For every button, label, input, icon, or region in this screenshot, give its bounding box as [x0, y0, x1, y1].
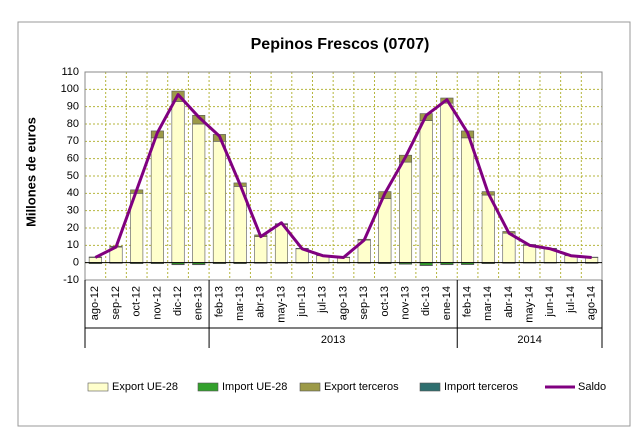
- y-tick-label: -10: [63, 274, 79, 286]
- bar-segment: [399, 161, 413, 263]
- x-tick-label: jun-13: [296, 286, 308, 318]
- y-axis-label: Millones de euros: [23, 117, 38, 227]
- bar-segment: [481, 194, 495, 263]
- y-tick-label: 100: [61, 83, 79, 95]
- x-group-label: 2013: [321, 334, 345, 346]
- line-series: [94, 93, 592, 259]
- x-tick-label: nov-12: [151, 286, 163, 320]
- x-group-label: 2014: [517, 334, 541, 346]
- chart-title: Pepinos Frescos (0707): [251, 36, 430, 53]
- legend-swatch: [197, 382, 219, 392]
- y-tick-label: 110: [61, 66, 79, 78]
- bar-segment: [378, 198, 392, 263]
- x-tick-label: oct-13: [379, 286, 391, 317]
- bar-segment: [150, 137, 164, 263]
- y-tick-label: 80: [67, 118, 79, 130]
- x-tick-label: ago-12: [89, 286, 101, 320]
- y-tick-label: 50: [67, 170, 79, 182]
- y-tick-label: 10: [67, 239, 79, 251]
- x-tick-label: dic-13: [420, 286, 432, 316]
- y-tick-label: 60: [67, 153, 79, 165]
- x-tick-label: feb-13: [213, 286, 225, 317]
- x-tick-label: ene-14: [441, 286, 453, 320]
- bar-segment: [523, 245, 537, 263]
- y-tick-label: 70: [67, 135, 79, 147]
- bar-segment: [192, 123, 206, 263]
- legend-label: Saldo: [578, 381, 606, 393]
- x-tick-label: ago-14: [586, 286, 598, 320]
- y-tick-label: 90: [67, 101, 79, 113]
- x-tick-label: mar-14: [482, 286, 494, 321]
- x-tick-label: may-14: [524, 286, 536, 323]
- x-tick-label: feb-14: [461, 286, 473, 317]
- x-tick-label: ago-13: [337, 286, 349, 320]
- y-tick-label: 40: [67, 187, 79, 199]
- legend-swatch: [87, 382, 109, 392]
- chart-frame: [17, 21, 631, 427]
- y-tick-label: 0: [73, 257, 79, 269]
- bar-segment: [461, 137, 475, 263]
- bar-segment: [419, 120, 433, 263]
- bar-segment: [212, 141, 226, 263]
- bar-segment: [88, 257, 102, 263]
- legend-swatch: [299, 382, 321, 392]
- legend-label: Export UE-28: [112, 381, 178, 393]
- bar-segment: [502, 232, 516, 263]
- bar-segment: [171, 101, 185, 263]
- legend-label: Export terceros: [324, 381, 399, 393]
- x-tick-label: sep-12: [110, 286, 122, 320]
- x-tick-label: abr-14: [503, 286, 515, 318]
- x-tick-label: oct-12: [131, 286, 143, 317]
- x-tick-label: sep-13: [358, 286, 370, 320]
- y-tick-label: 30: [67, 205, 79, 217]
- x-tick-label: jul-14: [565, 286, 577, 314]
- x-tick-label: abr-13: [255, 286, 267, 318]
- bar-segment: [440, 102, 454, 263]
- legend-label: Import UE-28: [222, 381, 287, 393]
- x-tick-label: nov-13: [399, 286, 411, 320]
- plot-border: [84, 71, 603, 281]
- x-tick-label: may-13: [275, 286, 287, 323]
- x-tick-label: dic-12: [172, 286, 184, 316]
- y-tick-label: 20: [67, 222, 79, 234]
- bar-segment: [254, 236, 268, 263]
- x-tick-label: ene-13: [193, 286, 205, 320]
- x-tick-label: jun-14: [544, 286, 556, 318]
- x-tick-label: jul-13: [317, 286, 329, 314]
- x-tick-label: mar-13: [234, 286, 246, 321]
- legend-label: Import terceros: [444, 381, 518, 393]
- legend-swatch: [419, 382, 441, 392]
